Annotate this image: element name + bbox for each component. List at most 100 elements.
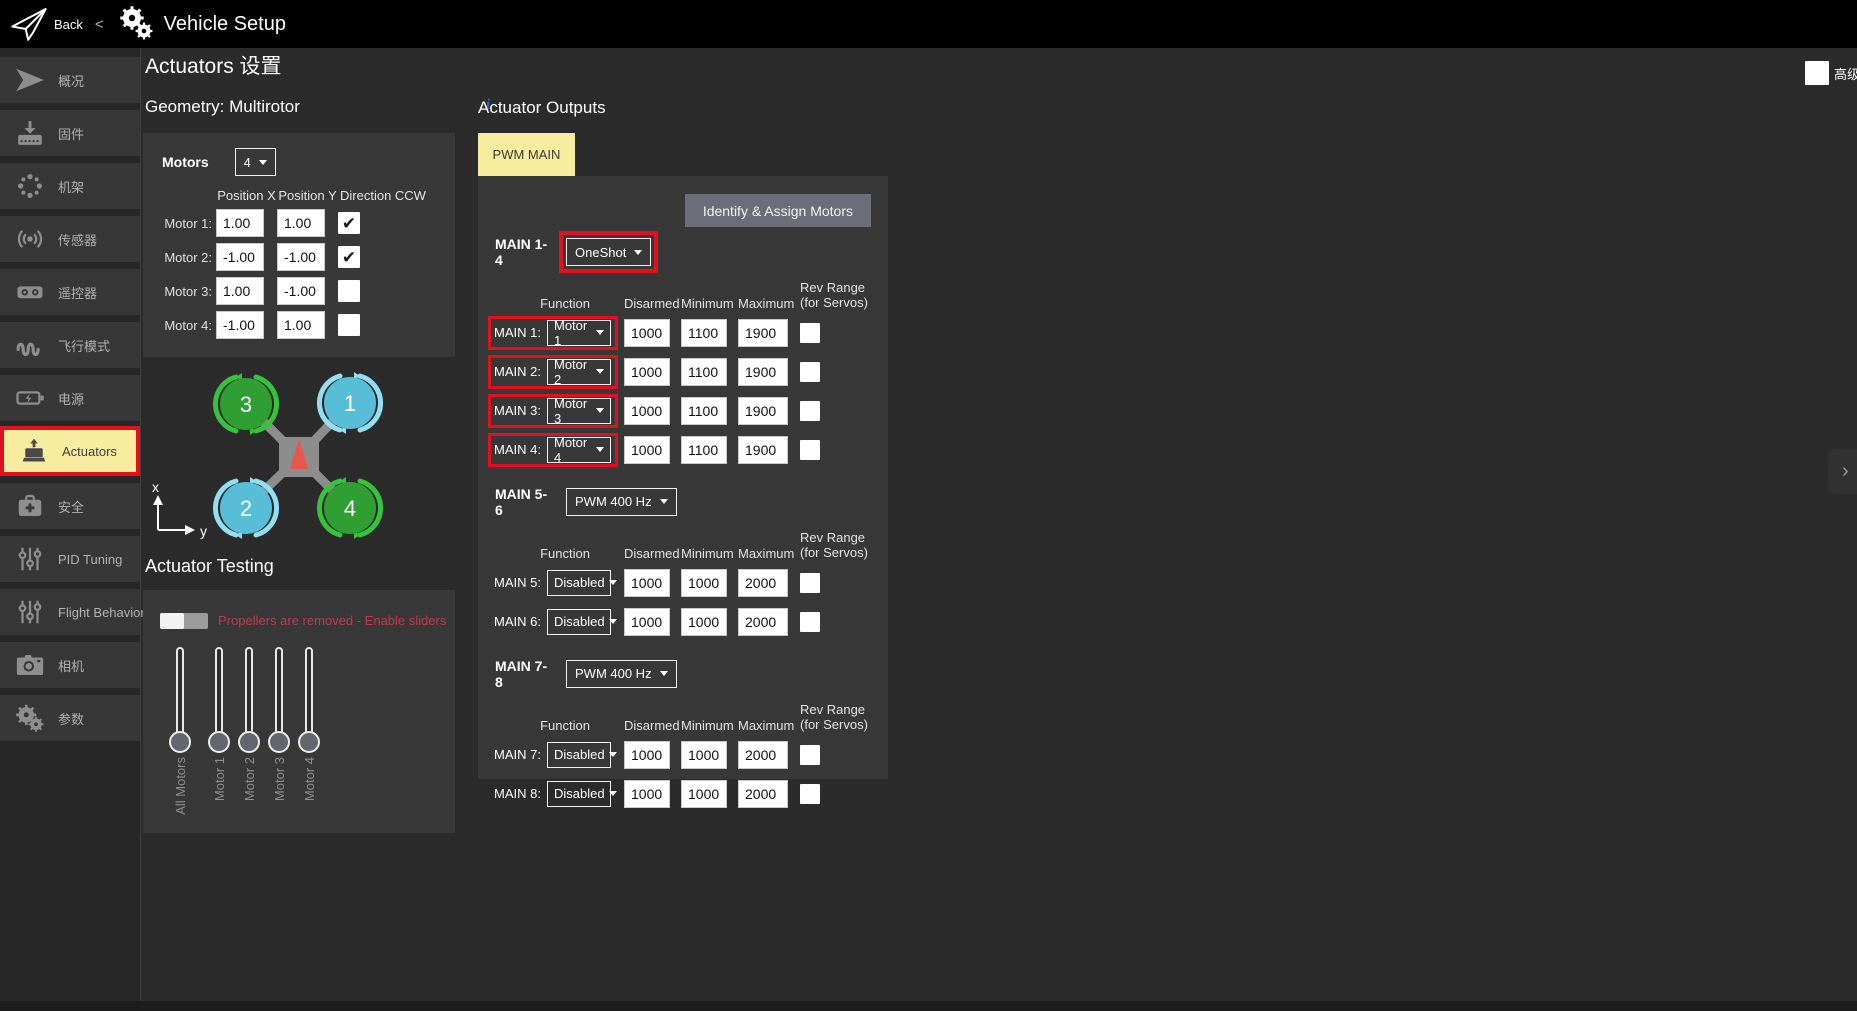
maximum-input[interactable]: 1900 <box>738 357 788 386</box>
rev-range-checkbox[interactable] <box>800 783 820 804</box>
motor-row-label: Motor 3: <box>164 283 212 299</box>
disarmed-input[interactable]: 1000 <box>624 396 670 425</box>
minimum-input[interactable]: 1100 <box>681 396 727 425</box>
sidebar-item-airframe[interactable]: 机架 <box>0 163 140 209</box>
position-x-input[interactable]: 1.00 <box>216 277 264 305</box>
advanced-checkbox[interactable] <box>1805 61 1829 85</box>
position-x-input[interactable]: -1.00 <box>216 311 264 339</box>
dropdown-value: Disabled <box>554 786 605 802</box>
sidebar-item-firmware[interactable]: 固件 <box>0 110 140 156</box>
rev-range-checkbox[interactable] <box>800 611 820 632</box>
highlight-box: MAIN 3: Motor 3 <box>488 393 618 428</box>
slider-track[interactable] <box>215 647 223 735</box>
slider-track[interactable] <box>245 647 253 735</box>
slider-track[interactable] <box>275 647 283 735</box>
position-y-input[interactable]: -1.00 <box>277 277 325 305</box>
maximum-input[interactable]: 1900 <box>738 396 788 425</box>
rev-range-checkbox[interactable] <box>800 572 820 593</box>
sidebar-item-pid-tuning[interactable]: PID Tuning <box>0 536 140 582</box>
position-x-input[interactable]: -1.00 <box>216 243 264 271</box>
function-select[interactable]: Motor 3 <box>547 396 611 426</box>
function-select[interactable]: Disabled <box>547 741 617 768</box>
column-maximum: Maximum <box>738 295 795 311</box>
direction-ccw-checkbox[interactable]: ✔ <box>338 212 360 234</box>
slider-knob[interactable] <box>298 731 320 753</box>
direction-ccw-checkbox[interactable]: ✔ <box>338 246 360 268</box>
disarmed-input[interactable]: 1000 <box>624 357 670 386</box>
minimum-input[interactable]: 1000 <box>681 568 727 597</box>
minimum-input[interactable]: 1100 <box>681 435 727 464</box>
info-icon[interactable]: i <box>485 97 491 113</box>
maximum-input[interactable]: 2000 <box>738 568 788 597</box>
slider-track[interactable] <box>305 647 313 735</box>
maximum-input[interactable]: 1900 <box>738 435 788 464</box>
column-position-y: Position Y <box>278 188 337 203</box>
flight-modes-icon <box>12 328 48 362</box>
minimum-input[interactable]: 1000 <box>681 779 727 808</box>
sidebar-item-summary[interactable]: 概况 <box>0 57 140 103</box>
sidebar-item-actuators[interactable]: Actuators <box>0 426 140 476</box>
right-drawer-handle[interactable]: › <box>1828 449 1857 494</box>
slider-track[interactable] <box>176 647 184 735</box>
maximum-input[interactable]: 2000 <box>738 607 788 636</box>
disarmed-input[interactable]: 1000 <box>624 435 670 464</box>
maximum-input[interactable]: 2000 <box>738 779 788 808</box>
identify-assign-motors-button[interactable]: Identify & Assign Motors <box>684 194 871 227</box>
chevron-down-icon <box>596 369 604 375</box>
maximum-input[interactable]: 1900 <box>738 318 788 347</box>
output-mode-select[interactable]: PWM 400 Hz <box>566 659 677 688</box>
slider-knob[interactable] <box>208 731 230 753</box>
sidebar-item-camera[interactable]: 相机 <box>0 642 140 688</box>
function-select[interactable]: Disabled <box>547 569 617 596</box>
rev-range-checkbox[interactable] <box>800 439 820 460</box>
sidebar-item-sensors[interactable]: 传感器 <box>0 216 140 262</box>
disarmed-input[interactable]: 1000 <box>624 740 670 769</box>
sidebar-item-safety[interactable]: 安全 <box>0 483 140 529</box>
sidebar-item-label: 参数 <box>58 711 85 727</box>
function-select[interactable]: Motor 4 <box>547 435 611 465</box>
tab-pwm-main[interactable]: PWM MAIN <box>478 133 575 176</box>
disarmed-input[interactable]: 1000 <box>624 318 670 347</box>
sidebar-item-parameters[interactable]: 参数 <box>0 695 140 741</box>
minimum-input[interactable]: 1100 <box>681 357 727 386</box>
output-mode-select[interactable]: OneShot <box>566 238 652 266</box>
direction-ccw-checkbox[interactable] <box>338 280 360 302</box>
rev-range-checkbox[interactable] <box>800 322 820 343</box>
back-button[interactable]: Back <box>54 16 83 32</box>
enable-sliders-toggle[interactable] <box>160 613 208 629</box>
position-y-input[interactable]: 1.00 <box>277 311 325 339</box>
minimum-input[interactable]: 1000 <box>681 740 727 769</box>
slider-knob[interactable] <box>268 731 290 753</box>
firmware-icon <box>12 116 48 150</box>
sidebar-item-flight-modes[interactable]: 飞行模式 <box>0 322 140 368</box>
position-x-input[interactable]: 1.00 <box>216 209 264 237</box>
function-select[interactable]: Disabled <box>547 780 617 807</box>
disarmed-input[interactable]: 1000 <box>624 779 670 808</box>
slider-knob[interactable] <box>169 731 191 753</box>
minimum-input[interactable]: 1000 <box>681 607 727 636</box>
rev-range-checkbox[interactable] <box>800 400 820 421</box>
function-select[interactable]: Motor 2 <box>547 357 611 387</box>
disarmed-input[interactable]: 1000 <box>624 568 670 597</box>
direction-ccw-checkbox[interactable] <box>338 314 360 336</box>
rev-range-checkbox[interactable] <box>800 361 820 382</box>
minimum-input[interactable]: 1100 <box>681 318 727 347</box>
column-direction-ccw: Direction CCW <box>340 188 426 203</box>
position-y-input[interactable]: 1.00 <box>277 209 325 237</box>
maximum-input[interactable]: 2000 <box>738 740 788 769</box>
sidebar-item-flight-behavior[interactable]: Flight Behavior <box>0 589 145 635</box>
sidebar-item-radio[interactable]: 遥控器 <box>0 269 140 315</box>
sidebar-item-power[interactable]: 电源 <box>0 375 140 421</box>
disarmed-input[interactable]: 1000 <box>624 607 670 636</box>
rev-range-checkbox[interactable] <box>800 744 820 765</box>
chevron-right-icon: › <box>1842 460 1849 482</box>
output-mode-select[interactable]: PWM 400 Hz <box>566 487 677 516</box>
sidebar-item-label: 相机 <box>58 658 85 674</box>
motor-count-select[interactable]: 4 <box>234 148 276 176</box>
qgroundcontrol-logo-icon[interactable] <box>8 4 50 44</box>
actuator-testing-heading: Actuator Testing <box>145 556 274 576</box>
function-select[interactable]: Disabled <box>547 608 617 635</box>
function-select[interactable]: Motor 1 <box>547 318 611 348</box>
position-y-input[interactable]: -1.00 <box>277 243 325 271</box>
slider-knob[interactable] <box>238 731 260 753</box>
